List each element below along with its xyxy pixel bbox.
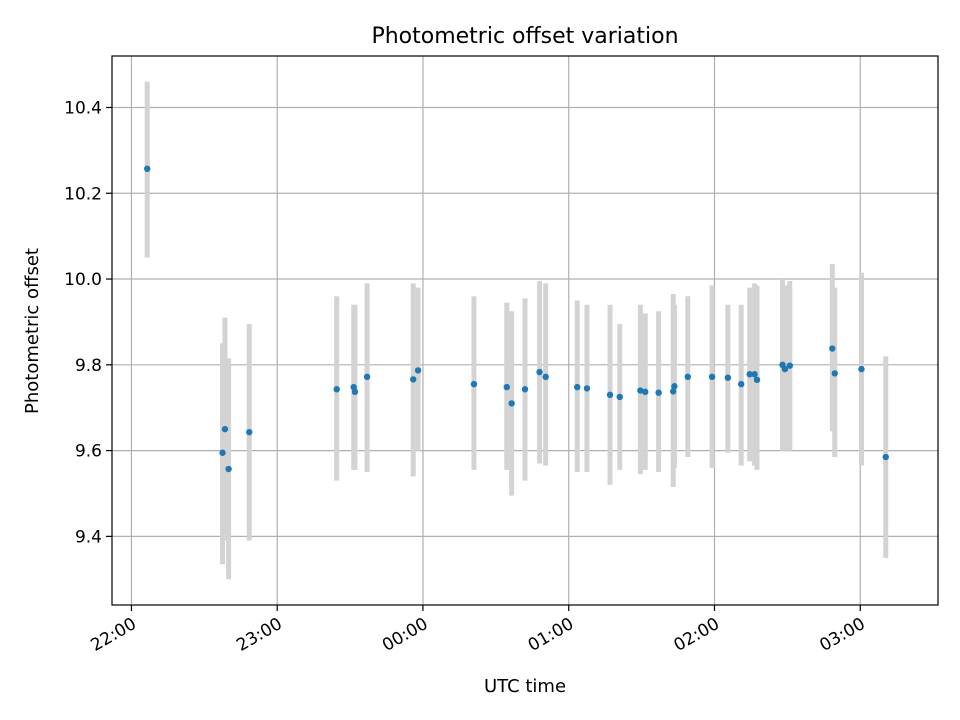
data-point	[831, 370, 838, 377]
y-tick-label: 10.0	[64, 270, 102, 290]
data-point	[536, 368, 543, 376]
data-point	[669, 388, 677, 395]
y-tick-label: 10.2	[64, 184, 102, 204]
data-point	[221, 425, 229, 433]
data-point	[786, 362, 794, 369]
plot-area-frame	[111, 55, 939, 606]
y-tick-label: 9.8	[75, 356, 102, 376]
data-point	[642, 388, 649, 396]
y-tick-label: 9.4	[75, 527, 102, 547]
data-point	[470, 380, 478, 388]
data-point	[751, 371, 758, 378]
data-point	[606, 391, 614, 399]
data-point	[655, 389, 662, 396]
data-point	[583, 385, 591, 392]
data-point	[503, 383, 510, 391]
data-point	[363, 373, 371, 381]
data-point	[414, 367, 422, 374]
data-point	[684, 373, 691, 381]
data-point	[574, 383, 581, 391]
data-point	[882, 453, 889, 461]
data-point	[333, 386, 340, 393]
data-point	[671, 383, 678, 390]
data-point	[351, 388, 359, 396]
y-axis-ticks: 9.4 9.6 9.8 10.0 10.2 10.4	[64, 98, 112, 547]
data-point	[746, 371, 753, 378]
data-point	[724, 374, 732, 381]
data-point	[508, 400, 515, 407]
data-point	[708, 373, 716, 381]
data-point	[829, 345, 836, 352]
data-point	[637, 387, 644, 394]
data-point	[542, 373, 549, 381]
data-point	[144, 165, 151, 173]
x-axis-label: UTC time	[484, 676, 566, 697]
data-point	[738, 380, 745, 388]
data-point	[410, 376, 417, 383]
chart-title: Photometric offset variation	[371, 24, 678, 49]
data-point	[225, 465, 232, 473]
data-point	[753, 376, 761, 384]
data-point	[246, 428, 253, 436]
data-points	[144, 165, 889, 473]
data-point	[219, 449, 226, 456]
data-point	[616, 393, 623, 401]
data-point	[781, 365, 789, 373]
y-axis-label: Photometric offset	[22, 248, 43, 414]
y-tick-label: 9.6	[75, 442, 102, 462]
data-point	[521, 386, 529, 393]
y-tick-label: 10.4	[64, 98, 102, 118]
data-point	[858, 365, 865, 373]
